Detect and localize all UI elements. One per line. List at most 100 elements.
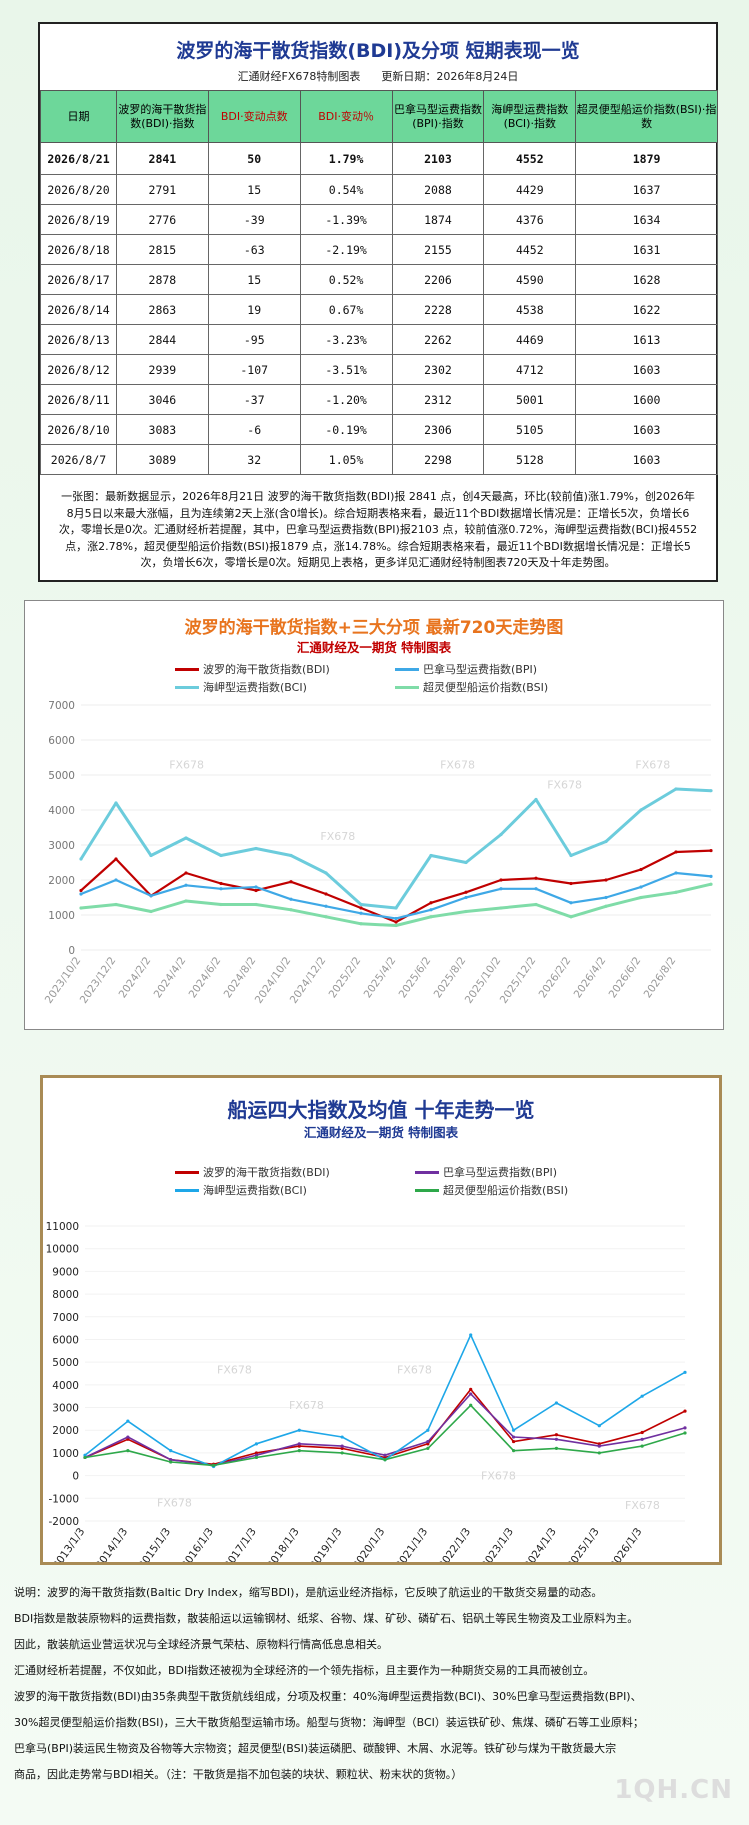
table-cell: -1.20% bbox=[299, 384, 393, 415]
x-tick-label: 2019/1/3 bbox=[308, 1526, 345, 1562]
table-cell: 0.54% bbox=[299, 174, 393, 205]
watermark-label: FX678 bbox=[397, 1364, 432, 1377]
series-point-0 bbox=[604, 878, 608, 882]
col-header-bdi: 波罗的海干散货指数(BDI)·指数 bbox=[115, 90, 209, 143]
table-cell: 4590 bbox=[483, 264, 577, 295]
series-point-0 bbox=[429, 901, 433, 905]
series-point-2 bbox=[683, 1370, 687, 1374]
legend-swatch bbox=[415, 1170, 439, 1174]
table-cell: -39 bbox=[207, 204, 301, 235]
y-tick-label: 9000 bbox=[52, 1266, 79, 1278]
series-point-3 bbox=[511, 1449, 516, 1453]
series-point-2 bbox=[169, 1449, 173, 1453]
series-point-0 bbox=[569, 881, 573, 886]
table-cell: 5001 bbox=[483, 384, 577, 415]
series-point-2 bbox=[429, 853, 433, 858]
series-point-1 bbox=[169, 1458, 173, 1462]
table-row: 2026/8/13 2844 -95 -3.23% 2262 4469 1613 bbox=[40, 324, 718, 355]
table-cell: 4429 bbox=[483, 174, 577, 205]
table-cell: 2026/8/17 bbox=[40, 264, 117, 295]
description-line: 说明：波罗的海干散货指数(Baltic Dry Index，缩写BDI)，是航运… bbox=[14, 1586, 603, 1599]
series-point-0 bbox=[469, 1387, 473, 1391]
table-cell: 4538 bbox=[483, 294, 577, 325]
y-tick-label: 2000 bbox=[48, 875, 75, 887]
series-line-2 bbox=[79, 787, 712, 910]
chart2-subtitle: 汇通财经及一期货 特制图表 bbox=[303, 1125, 459, 1140]
series-line-2 bbox=[84, 1334, 686, 1468]
series-point-1 bbox=[297, 1442, 301, 1446]
chart2-legend-bdi: 波罗的海干散货指数(BDI) bbox=[175, 1164, 330, 1180]
y-tick-label: 4000 bbox=[48, 805, 75, 817]
x-tick-label: 2025/12/2 bbox=[498, 955, 539, 1006]
series-point-2 bbox=[83, 1453, 87, 1457]
table-cell: 0.67% bbox=[299, 294, 393, 325]
description-line: 商品，因此走势常与BDI相关。（注：干散货是指不加包装的块状、颗粒状、粉末状的货… bbox=[14, 1768, 463, 1781]
table-cell: 1.79% bbox=[299, 142, 393, 175]
x-tick-label: 2024/4/2 bbox=[152, 955, 189, 1001]
table-cell: 4376 bbox=[483, 204, 577, 235]
series-point-2 bbox=[126, 1419, 130, 1423]
series-point-1 bbox=[674, 871, 678, 875]
series-point-3 bbox=[340, 1451, 344, 1455]
series-point-0 bbox=[324, 892, 328, 896]
table-cell: 2298 bbox=[391, 444, 485, 475]
series-point-3 bbox=[79, 906, 83, 910]
chart-720-days: 波罗的海干散货指数+三大分项 最新720天走势图 汇通财经及一期货 特制图表 波… bbox=[24, 600, 724, 1030]
table-row: 2026/8/10 3083 -6 -0.19% 2306 5105 1603 bbox=[40, 414, 718, 445]
series-point-1 bbox=[324, 904, 328, 908]
series-point-3 bbox=[359, 922, 363, 926]
series-point-1 bbox=[469, 1392, 473, 1396]
watermark-label: FX678 bbox=[625, 1499, 660, 1512]
watermark-label: FX678 bbox=[289, 1399, 324, 1412]
series-point-3 bbox=[499, 906, 503, 910]
chart2-plot: -2000 -1000 0 1000 2000 3000 4000 5000 6000 7000 8… bbox=[46, 1221, 687, 1562]
series-point-1 bbox=[499, 887, 503, 891]
watermark-label: FX678 bbox=[320, 830, 355, 843]
table-subtitle: 汇通财经FX678特制图表 更新日期：2026年8月24日 bbox=[40, 68, 716, 90]
table-cell: 3083 bbox=[115, 414, 209, 445]
y-tick-label: 10000 bbox=[46, 1244, 79, 1256]
table-source: 汇通财经FX678特制图表 bbox=[237, 70, 361, 83]
table-cell: 4712 bbox=[483, 354, 577, 385]
table-body: 2026/8/21 2841 50 1.79% 2103 4552 1879 2026/8/2… bbox=[40, 142, 718, 475]
col-header-bpi: 巴拿马型运费指数(BPI)·指数 bbox=[391, 90, 485, 143]
series-point-0 bbox=[499, 878, 503, 882]
series-point-3 bbox=[324, 915, 328, 919]
table-cell: 15 bbox=[207, 174, 301, 205]
series-point-1 bbox=[640, 1437, 644, 1441]
table-cell: -63 bbox=[207, 234, 301, 265]
series-point-2 bbox=[254, 1442, 259, 1446]
y-tick-label: -1000 bbox=[48, 1493, 79, 1505]
bdi-table: 日期 波罗的海干散货指数(BDI)·指数 BDI·变动点数 BDI·变动％ 巴拿… bbox=[40, 90, 718, 475]
table-cell: 2791 bbox=[115, 174, 209, 205]
chart1-legend-bdi: 波罗的海干散货指数(BDI) bbox=[175, 661, 330, 677]
x-tick-label: 2023/12/2 bbox=[78, 955, 119, 1006]
description-line: 30%超灵便型船运价指数(BSI)，三大干散货船型运输市场。船型与货物：海岬型（… bbox=[14, 1716, 644, 1729]
table-cell: 2228 bbox=[391, 294, 485, 325]
series-point-0 bbox=[114, 857, 118, 861]
x-tick-label: 2026/1/3 bbox=[608, 1526, 645, 1562]
series-point-3 bbox=[639, 895, 643, 900]
table-cell: 2026/8/21 bbox=[40, 142, 117, 175]
series-point-0 bbox=[554, 1433, 559, 1437]
table-cell: 4452 bbox=[483, 234, 577, 265]
y-tick-label: 7000 bbox=[52, 1312, 79, 1324]
table-cell: 1622 bbox=[575, 294, 718, 325]
series-point-2 bbox=[297, 1428, 301, 1432]
x-tick-label: 2025/4/2 bbox=[362, 955, 399, 1001]
series-point-3 bbox=[83, 1455, 87, 1460]
x-tick-label: 2024/6/2 bbox=[187, 955, 224, 1001]
series-point-1 bbox=[219, 887, 223, 891]
series-point-0 bbox=[511, 1439, 516, 1444]
y-tick-label: 11000 bbox=[46, 1221, 79, 1233]
series-point-0 bbox=[639, 867, 643, 872]
x-tick-label: 2023/1/3 bbox=[479, 1526, 516, 1562]
series-point-2 bbox=[324, 871, 328, 875]
table-cell: 15 bbox=[207, 264, 301, 295]
y-tick-label: 7000 bbox=[48, 700, 75, 712]
table-cell: -95 bbox=[207, 324, 301, 355]
table-cell: 1603 bbox=[575, 354, 718, 385]
series-point-3 bbox=[254, 1455, 259, 1460]
x-tick-label: 2014/1/3 bbox=[93, 1526, 130, 1562]
series-point-1 bbox=[394, 916, 398, 921]
